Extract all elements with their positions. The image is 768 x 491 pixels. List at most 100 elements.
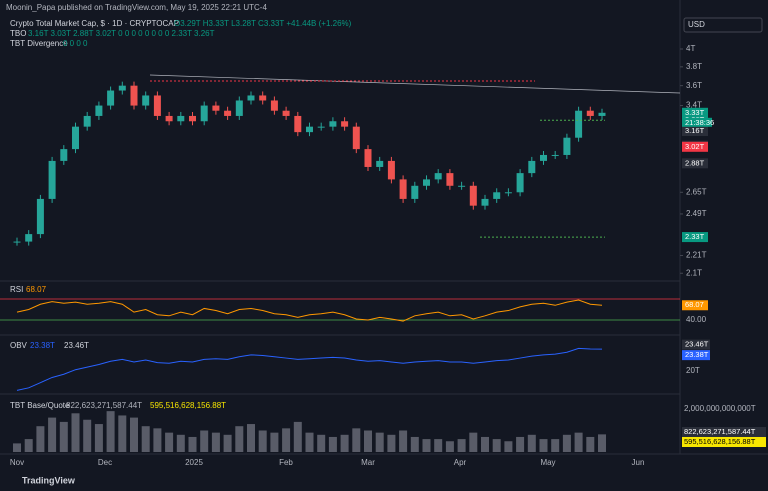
volume-bar	[188, 436, 197, 452]
candle	[13, 241, 21, 243]
volume-bar	[130, 417, 138, 452]
price-tick-label: 3.6T	[686, 81, 702, 90]
vol-value1: 822,623,271,587.44T	[66, 401, 142, 410]
candle	[224, 110, 232, 116]
obv-label: 23.46T	[685, 340, 709, 349]
volume-bar	[516, 436, 525, 452]
vol-value2: 595,516,628,156.88T	[150, 401, 226, 410]
x-tick-label: Dec	[98, 458, 112, 467]
x-tick-label: May	[540, 458, 555, 467]
candle	[317, 126, 325, 128]
volume-bar	[527, 434, 536, 452]
volume-bar	[270, 432, 279, 452]
footer: TradingView	[22, 475, 76, 485]
volume-bar	[562, 434, 571, 452]
volume-bar	[375, 432, 384, 452]
volume-bar	[94, 424, 103, 452]
price-tick-label: 2.65T	[686, 187, 707, 196]
countdown: 21:38:36	[685, 118, 714, 127]
x-tick-label: 2025	[185, 458, 203, 467]
price-tick-label: 2.49T	[686, 209, 707, 218]
volume-bar	[574, 432, 583, 452]
volume-bar	[387, 434, 396, 452]
vol-name: TBT Base/Quote	[10, 401, 70, 410]
candle	[387, 160, 395, 180]
tbo-name: TBO	[10, 29, 26, 38]
volume-bar	[165, 432, 174, 452]
volume-bar	[399, 430, 408, 452]
candle	[399, 179, 407, 199]
obv-line	[16, 347, 603, 391]
price-tick-label: 2.1T	[686, 268, 702, 277]
volume-bar	[352, 428, 361, 452]
candle	[493, 192, 501, 199]
volume-bar	[106, 411, 115, 452]
x-tick-label: Nov	[10, 458, 24, 467]
candle	[504, 192, 512, 194]
volume-bar	[434, 439, 443, 452]
candle	[200, 105, 208, 122]
candle	[247, 95, 255, 101]
volume-bar	[598, 434, 606, 452]
volume-bar	[71, 413, 80, 452]
price-label: 3.33T	[685, 108, 705, 117]
price-label: 2.33T	[685, 232, 705, 241]
candle	[177, 115, 185, 122]
volume-bar	[457, 439, 466, 452]
volume-bar	[153, 428, 162, 452]
candle	[72, 126, 79, 150]
volume-bar	[282, 428, 291, 452]
candle	[469, 185, 477, 206]
volume-bar	[24, 439, 33, 452]
candle	[48, 160, 56, 199]
currency[interactable]: USD	[688, 20, 705, 29]
x-tick-label: Jun	[632, 458, 645, 467]
rsi-tick-label: 40.00	[686, 315, 707, 324]
ohlc: O3.29T H3.33T L3.28T C3.33T +41.44B (+1.…	[174, 19, 352, 28]
vol-label-bg	[682, 437, 766, 447]
rsi-name: RSI	[10, 285, 23, 294]
obv-tick-label: 20T	[686, 366, 700, 375]
candle	[586, 110, 594, 116]
volume-bar	[364, 430, 372, 452]
trend-line	[149, 74, 681, 94]
volume-bar	[223, 434, 232, 452]
obv-name: OBV	[10, 341, 28, 350]
price-label: 3.16T	[685, 126, 705, 135]
obv-label: 23.38T	[685, 350, 709, 359]
rsi-line	[16, 299, 603, 322]
candle	[446, 173, 454, 186]
x-tick-label: Mar	[361, 458, 375, 467]
candle	[165, 115, 173, 122]
candle	[376, 160, 384, 167]
volume-bar	[83, 419, 92, 452]
volume-bar	[141, 426, 150, 452]
candle	[598, 112, 606, 116]
volume-bar	[504, 441, 513, 452]
obv-label-bg	[682, 350, 710, 361]
volume-bar	[235, 426, 244, 452]
price-tick-label: 2.21T	[686, 251, 707, 260]
volume-bar	[36, 426, 45, 452]
volume-bar	[481, 436, 489, 452]
candle	[540, 154, 547, 161]
candle	[142, 95, 150, 106]
div-values: 0 0 0 0	[63, 39, 88, 48]
tbo-values: 3.16T 3.03T 2.88T 3.02T 0 0 0 0 0 0 0 0 …	[28, 29, 215, 38]
volume-bar	[118, 415, 127, 452]
candle	[189, 115, 196, 122]
candle	[516, 173, 524, 193]
volume-bar	[211, 432, 220, 452]
candle	[341, 121, 349, 127]
candle	[36, 198, 44, 235]
volume-bar	[59, 421, 68, 452]
div-name: TBT Divergence	[10, 39, 68, 48]
volume-bar	[13, 443, 21, 452]
candle	[423, 179, 430, 186]
candle	[282, 110, 290, 116]
price-tick-label: 3.8T	[686, 62, 702, 71]
publisher: Moonin_Papa published on TradingView.com…	[6, 3, 267, 12]
candle	[294, 115, 302, 133]
x-tick-label: Apr	[454, 458, 467, 467]
